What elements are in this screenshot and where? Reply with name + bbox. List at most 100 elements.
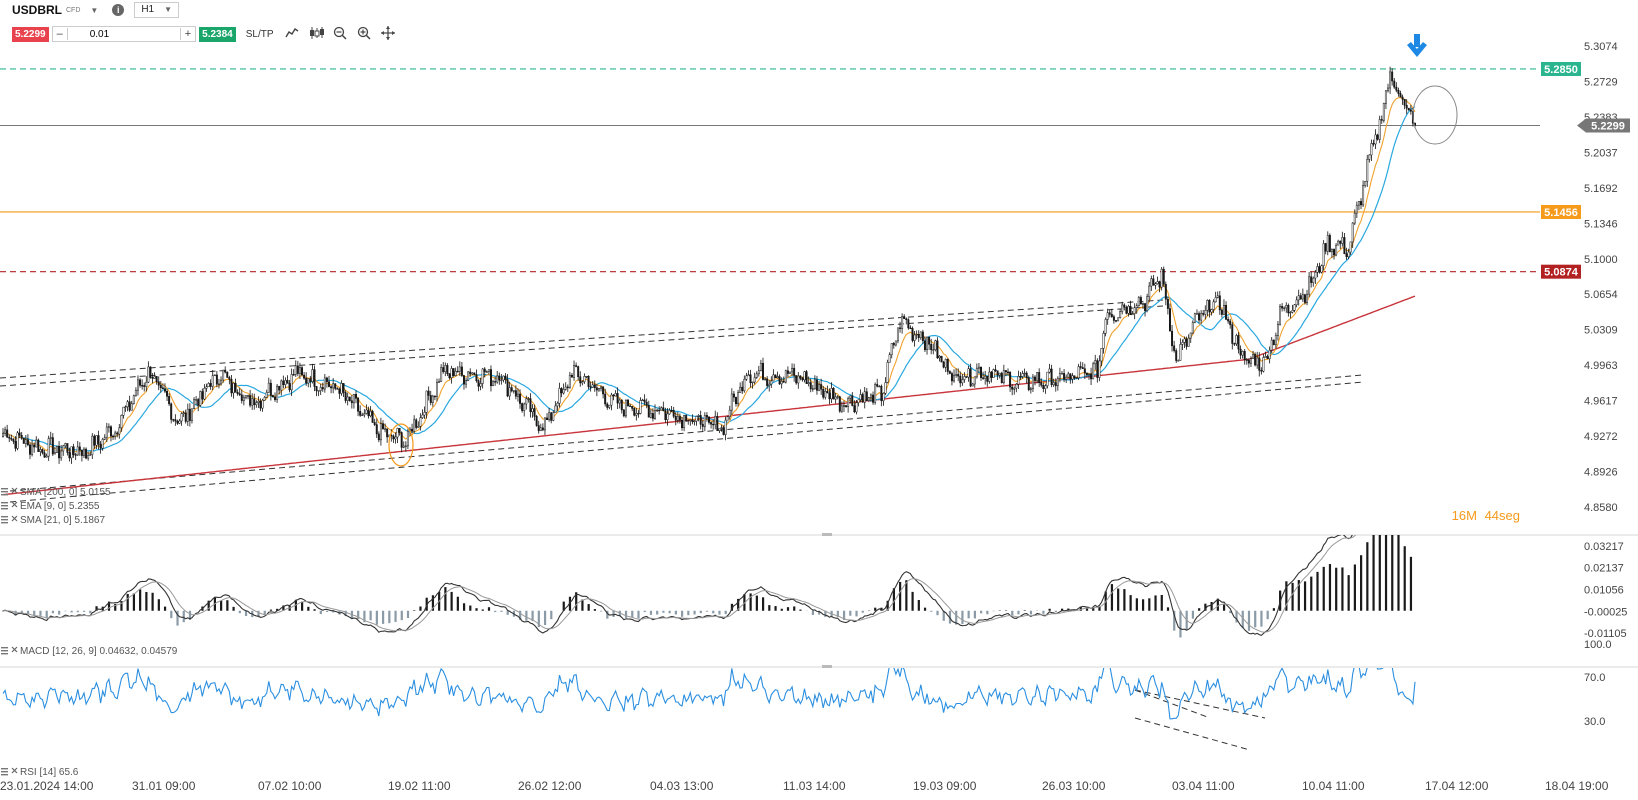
candle-body — [203, 387, 206, 400]
time-tick-label: 17.04 12:00 — [1425, 779, 1489, 793]
indicator-legend-row[interactable]: MACD [12, 26, 9] 0.04632, 0.04579 — [1, 646, 178, 657]
macd-histogram-bar — [375, 610, 378, 625]
candle-body — [1349, 241, 1352, 253]
macd-histogram-bar — [811, 610, 815, 615]
candle-body — [602, 386, 605, 395]
candle-body — [990, 371, 993, 378]
pane-resize-handle[interactable] — [822, 665, 832, 668]
volume-input[interactable] — [66, 28, 181, 40]
info-icon[interactable]: i — [112, 4, 125, 16]
macd-histogram-bar — [980, 610, 983, 614]
macd-histogram-bar — [942, 610, 945, 621]
candle-body — [901, 316, 904, 329]
close-icon[interactable] — [11, 487, 18, 494]
candle-body — [1256, 357, 1259, 366]
candle-body — [936, 340, 939, 359]
candle-body — [668, 410, 671, 415]
macd-histogram-bar — [899, 581, 902, 611]
candle-body — [853, 405, 856, 413]
macd-histogram-bar — [1166, 607, 1170, 611]
trendline — [9, 381, 1364, 503]
candle-body — [685, 415, 688, 422]
macd-histogram-bar — [1179, 610, 1182, 638]
candle-body — [199, 391, 202, 406]
indicator-legend-label: SMA [21, 0] 5.1867 — [20, 515, 105, 526]
timeframe-select[interactable]: H1 ▼ — [134, 2, 180, 18]
list-icon[interactable] — [1, 768, 8, 776]
candle-body — [795, 375, 798, 384]
candle-body — [413, 419, 416, 432]
candle-body — [1021, 373, 1024, 377]
candle-body — [984, 375, 987, 379]
list-icon-bar — [1, 653, 8, 655]
macd-histogram-bar — [1347, 575, 1350, 611]
candle-body — [348, 396, 351, 401]
symbol-name[interactable]: USDBRL — [12, 3, 62, 17]
close-icon[interactable] — [11, 501, 18, 508]
candle-body — [16, 432, 19, 449]
candle-body — [712, 423, 715, 426]
candle-body — [911, 328, 914, 341]
sltp-button[interactable]: SL/TP — [245, 28, 274, 40]
candle-body — [753, 377, 756, 383]
chevron-down-icon[interactable]: ▼ — [90, 5, 99, 15]
macd-histogram-bar — [1310, 576, 1313, 611]
volume-increase-button[interactable]: + — [184, 28, 192, 40]
line-chart-icon[interactable] — [284, 27, 298, 42]
candle-body — [436, 381, 438, 397]
candle-body — [1098, 360, 1101, 378]
list-icon[interactable] — [1, 488, 8, 496]
indicator-legend-row[interactable]: SMA [200, 0] 5.0155 — [1, 487, 111, 498]
candle-body — [1237, 335, 1240, 350]
list-icon[interactable] — [1, 502, 8, 510]
volume-stepper[interactable]: – + — [51, 26, 197, 42]
candle-body — [658, 409, 661, 412]
candle-body — [1133, 307, 1136, 314]
candle-body — [1382, 103, 1385, 121]
pane-resize-handle[interactable] — [822, 533, 832, 536]
candle-body — [161, 387, 164, 390]
zoom-out-icon[interactable] — [333, 26, 347, 43]
volume-decrease-button[interactable]: – — [56, 28, 63, 40]
candle-body — [1212, 301, 1215, 310]
macd-histogram-bar — [886, 600, 889, 611]
price-axis[interactable]: 5.30745.27295.23835.20375.16925.13465.10… — [1584, 41, 1627, 728]
candle-body — [226, 371, 229, 378]
candle-body — [1027, 377, 1030, 391]
crosshair-icon[interactable] — [380, 25, 395, 43]
candle-body — [1372, 143, 1375, 145]
indicator-legend-row[interactable]: SMA [21, 0] 5.1867 — [1, 515, 105, 526]
candle-body — [820, 384, 823, 390]
candle-body — [1069, 373, 1072, 380]
buy-button[interactable]: 5.2384 — [199, 26, 236, 42]
candle-body — [1013, 387, 1016, 390]
candle-body — [1320, 265, 1323, 273]
close-icon[interactable] — [11, 767, 18, 774]
sell-button[interactable]: 5.2299 — [12, 26, 49, 42]
candle-body — [755, 373, 758, 378]
list-icon[interactable] — [1, 516, 8, 524]
close-icon[interactable] — [11, 515, 18, 522]
candle-body — [1173, 345, 1176, 351]
time-axis[interactable]: 23.01.2024 14:00 31.01 09:00 07.02 10:00 19… — [0, 779, 1609, 793]
macd-histogram-bar — [786, 607, 790, 611]
indicator-legend-row[interactable]: EMA [9, 0] 5.2355 — [1, 501, 100, 512]
candle-body — [957, 374, 960, 377]
candles-icon[interactable] — [309, 26, 324, 43]
list-icon[interactable] — [1, 647, 8, 655]
candle-body — [1351, 222, 1354, 243]
candle-body — [1044, 385, 1047, 389]
close-icon[interactable] — [11, 646, 18, 653]
candle-body — [722, 427, 725, 435]
candle-body — [928, 336, 931, 345]
candle-body — [782, 380, 785, 383]
zoom-in-icon[interactable] — [357, 26, 371, 43]
candle-body — [1148, 285, 1151, 298]
candle-body — [865, 391, 868, 401]
candle-body — [139, 379, 142, 386]
macd-histogram-bar — [126, 593, 129, 611]
indicator-legend-row[interactable]: RSI [14] 65.6 — [1, 767, 79, 778]
candle-body — [58, 445, 61, 459]
candle-body — [525, 398, 528, 405]
